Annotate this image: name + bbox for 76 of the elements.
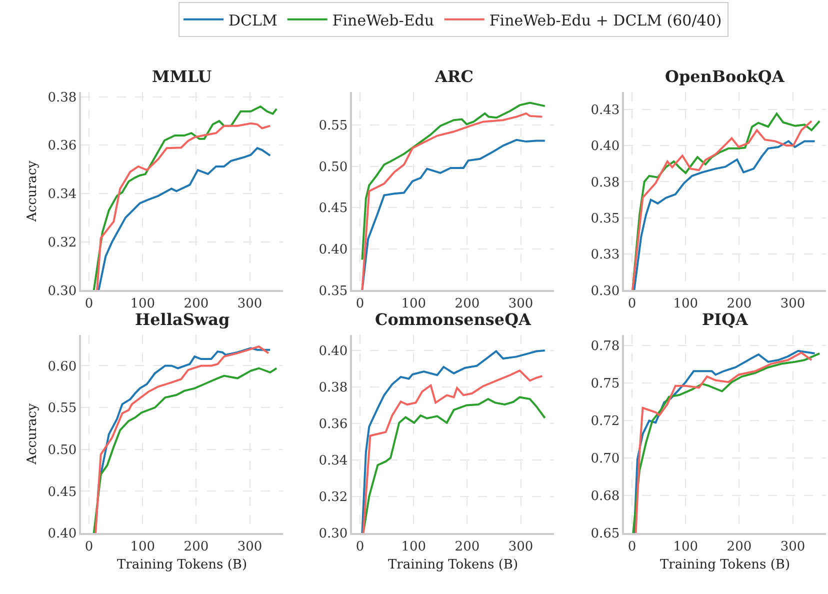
y-tick-label: 0.34 (48, 187, 77, 202)
y-tick-label: 0.40 (590, 139, 620, 154)
y-tick-label: 0.45 (48, 484, 77, 500)
x-tick-label: 200 (726, 296, 752, 312)
y-tick-label: 0.34 (318, 454, 348, 469)
x-tick-label: 300 (508, 296, 534, 312)
y-tick-label: 0.30 (590, 284, 620, 299)
legend-label: FineWeb-Edu (332, 11, 434, 30)
x-tick-label: 100 (401, 539, 426, 554)
y-tick-label: 0.38 (48, 90, 77, 106)
x-tick-label: 0 (84, 539, 94, 554)
y-tick-label: 0.32 (48, 235, 77, 250)
y-tick-label: 0.33 (590, 248, 620, 263)
x-tick-label: 300 (780, 296, 806, 312)
y-tick-label: 0.36 (48, 138, 77, 154)
y-tick-label: 0.32 (318, 490, 348, 506)
y-tick-label: 0.50 (48, 442, 77, 458)
x-tick-label: 300 (508, 539, 534, 554)
x-tick-label: 300 (237, 539, 262, 554)
y-tick-label: 0.38 (318, 380, 348, 396)
y-tick-label: 0.38 (590, 175, 620, 190)
chart-title: CommonsenseQA (375, 310, 532, 329)
y-tick-label: 0.30 (318, 526, 348, 542)
y-tick-label: 0.68 (590, 489, 620, 504)
y-tick-label: 0.70 (590, 451, 620, 466)
y-axis-title: Accuracy (25, 160, 40, 223)
x-axis-title: Training Tokens (B) (388, 557, 518, 572)
x-tick-label: 200 (454, 296, 480, 312)
y-tick-label: 0.36 (318, 417, 348, 432)
x-tick-label: 0 (84, 296, 94, 312)
x-tick-label: 100 (401, 296, 426, 312)
y-tick-label: 0.60 (48, 359, 77, 374)
y-axis-title: Accuracy (25, 402, 40, 466)
x-axis-title: Training Tokens (B) (660, 557, 790, 572)
legend-label: DCLM (228, 11, 278, 30)
y-tick-label: 0.75 (590, 376, 620, 392)
line-series (361, 138, 546, 290)
x-tick-label: 0 (628, 539, 636, 554)
chart-title: PIQA (702, 310, 748, 329)
x-tick-label: 200 (184, 296, 209, 312)
chart-title: HellaSwag (135, 310, 230, 329)
x-tick-label: 300 (237, 296, 262, 312)
line-series (98, 147, 272, 290)
line-series (361, 112, 544, 290)
y-tick-label: 0.65 (590, 526, 620, 542)
y-tick-label: 0.55 (318, 118, 348, 134)
x-tick-label: 0 (356, 296, 364, 312)
y-tick-label: 0.30 (48, 284, 77, 299)
chart-title: OpenBookQA (665, 67, 785, 86)
y-tick-label: 0.40 (318, 242, 348, 258)
y-tick-label: 0.40 (48, 526, 77, 542)
x-axis-title: Training Tokens (B) (116, 557, 248, 572)
legend-label: FineWeb-Edu + DCLM (60/40) (489, 11, 722, 30)
x-tick-label: 200 (454, 539, 480, 554)
x-tick-label: 0 (356, 539, 364, 554)
x-tick-label: 100 (673, 296, 698, 312)
y-tick-label: 0.35 (318, 284, 348, 299)
y-tick-label: 0.43 (590, 102, 620, 118)
y-tick-label: 0.35 (590, 211, 620, 226)
y-tick-label: 0.40 (318, 344, 348, 360)
x-tick-label: 100 (130, 296, 156, 312)
x-tick-label: 0 (628, 296, 636, 312)
y-tick-label: 0.72 (590, 414, 620, 429)
chart-title: ARC (434, 67, 474, 86)
x-tick-label: 100 (673, 539, 698, 554)
line-series (362, 396, 546, 533)
x-tick-label: 200 (184, 539, 209, 554)
x-tick-label: 100 (130, 539, 156, 554)
x-tick-label: 200 (726, 539, 752, 554)
y-tick-label: 0.78 (590, 338, 620, 354)
y-tick-label: 0.45 (318, 201, 348, 216)
line-series (361, 102, 546, 261)
y-tick-label: 0.50 (318, 160, 348, 175)
chart-title: MMLU (152, 67, 212, 86)
x-tick-label: 300 (780, 539, 806, 554)
y-tick-label: 0.55 (48, 401, 77, 416)
